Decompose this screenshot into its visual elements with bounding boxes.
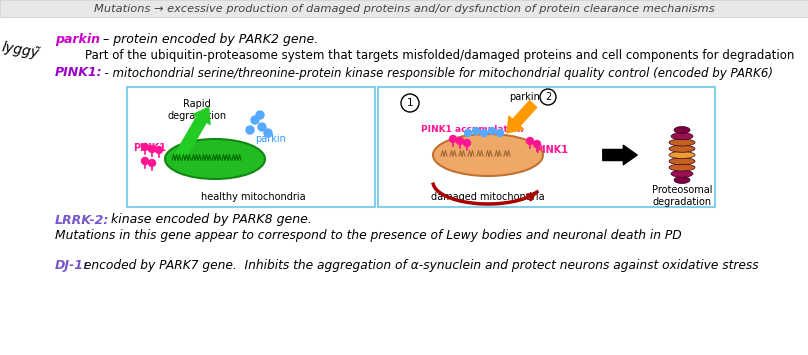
- Ellipse shape: [165, 139, 265, 179]
- Circle shape: [533, 141, 541, 147]
- Circle shape: [473, 127, 479, 135]
- Text: PINK1:: PINK1:: [55, 66, 103, 80]
- Ellipse shape: [669, 158, 695, 165]
- Circle shape: [251, 116, 259, 124]
- FancyArrowPatch shape: [175, 108, 210, 160]
- Circle shape: [149, 159, 155, 166]
- Ellipse shape: [433, 134, 543, 176]
- Circle shape: [481, 130, 487, 137]
- Circle shape: [465, 130, 472, 137]
- Text: encoded by PARK7 gene.  Inhibits the aggregation of α-synuclein and protect neur: encoded by PARK7 gene. Inhibits the aggr…: [80, 258, 759, 272]
- Text: PINK1: PINK1: [133, 143, 166, 153]
- Text: Mutations → excessive production of damaged proteins and/or dysfunction of prote: Mutations → excessive production of dama…: [94, 4, 714, 14]
- FancyArrowPatch shape: [603, 145, 638, 165]
- Text: PINK1: PINK1: [535, 145, 568, 155]
- Text: damaged mitochondria: damaged mitochondria: [431, 192, 545, 202]
- Ellipse shape: [671, 133, 693, 140]
- Ellipse shape: [669, 145, 695, 152]
- Text: parkin: parkin: [55, 33, 100, 47]
- Text: LRRK-2:: LRRK-2:: [55, 213, 109, 226]
- FancyBboxPatch shape: [378, 87, 715, 207]
- FancyBboxPatch shape: [0, 0, 808, 17]
- Circle shape: [457, 137, 464, 144]
- Circle shape: [464, 140, 470, 147]
- Circle shape: [264, 129, 272, 137]
- Text: 1: 1: [406, 98, 414, 108]
- Ellipse shape: [669, 164, 695, 171]
- Circle shape: [496, 130, 503, 137]
- Ellipse shape: [674, 126, 690, 133]
- Circle shape: [141, 143, 149, 151]
- Circle shape: [246, 126, 254, 134]
- FancyArrowPatch shape: [507, 101, 537, 133]
- Circle shape: [155, 147, 162, 153]
- Text: 2: 2: [545, 92, 551, 102]
- Circle shape: [141, 158, 149, 164]
- FancyBboxPatch shape: [127, 87, 375, 207]
- Text: kinase encoded by PARK8 gene.: kinase encoded by PARK8 gene.: [107, 213, 312, 226]
- Text: Proteosomal
degradation: Proteosomal degradation: [652, 185, 712, 207]
- Circle shape: [258, 123, 266, 131]
- Text: Mutations in this gene appear to correspond to the presence of Lewy bodies and n: Mutations in this gene appear to corresp…: [55, 229, 682, 241]
- Text: PINK1 accumulation: PINK1 accumulation: [421, 125, 524, 133]
- Text: Part of the ubiquitin-proteasome system that targets misfolded/damaged proteins : Part of the ubiquitin-proteasome system …: [55, 49, 794, 61]
- Text: – protein encoded by PARK2 gene.: – protein encoded by PARK2 gene.: [99, 33, 318, 47]
- Text: parkin: parkin: [509, 92, 540, 102]
- Text: lyggỹ: lyggỹ: [0, 40, 40, 60]
- Circle shape: [256, 111, 264, 119]
- Text: parkin: parkin: [255, 134, 286, 144]
- Circle shape: [149, 146, 155, 153]
- Circle shape: [489, 127, 495, 135]
- Circle shape: [527, 137, 533, 144]
- Ellipse shape: [674, 176, 690, 184]
- Text: DJ-1:: DJ-1:: [55, 258, 89, 272]
- Ellipse shape: [671, 170, 693, 177]
- Ellipse shape: [669, 139, 695, 146]
- Text: - mitochondrial serine/threonine-protein kinase responsible for mitochondrial qu: - mitochondrial serine/threonine-protein…: [97, 66, 773, 80]
- Ellipse shape: [669, 152, 695, 158]
- Circle shape: [449, 136, 457, 142]
- Text: Rapid
degradation: Rapid degradation: [167, 99, 226, 121]
- Text: healthy mitochondria: healthy mitochondria: [200, 192, 305, 202]
